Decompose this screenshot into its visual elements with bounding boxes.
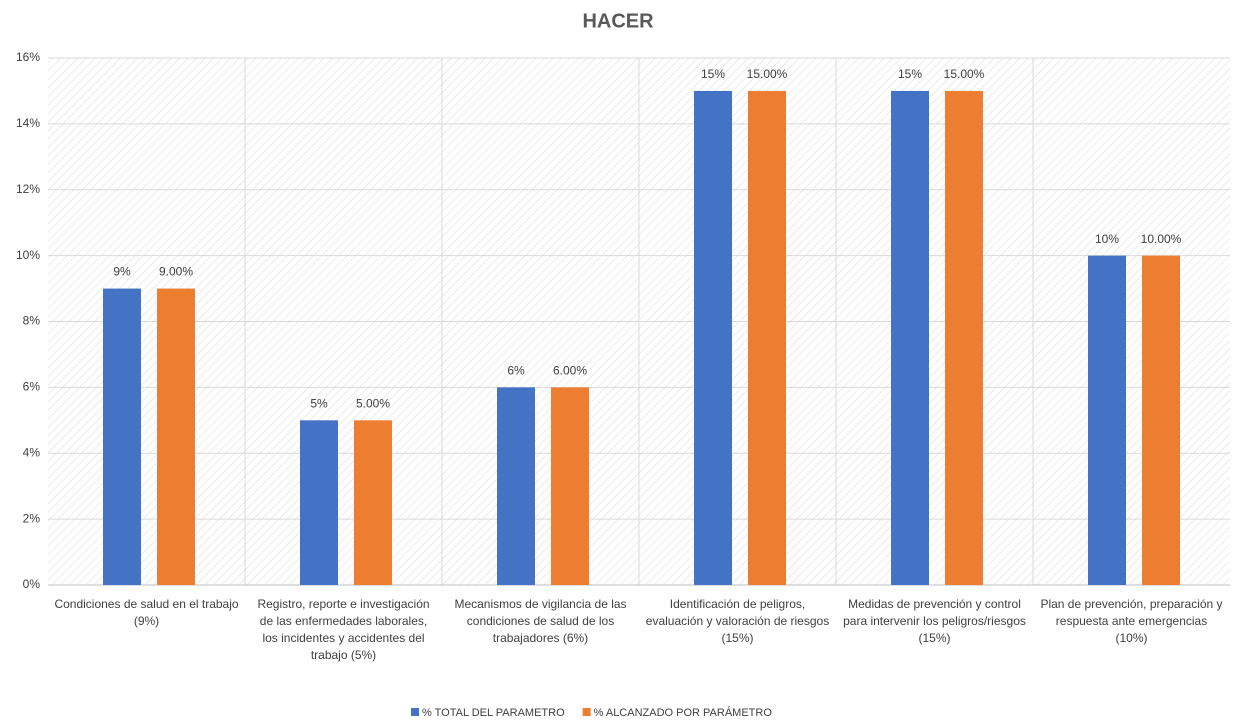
data-label: 10% (1095, 232, 1119, 246)
bar (945, 90, 983, 585)
bar (748, 90, 786, 585)
legend-label: % TOTAL DEL PARAMETRO (422, 707, 565, 719)
chart-title: HACER (582, 10, 654, 32)
data-label: 15% (898, 67, 922, 81)
y-tick-label: 8% (23, 314, 41, 328)
data-label: 6% (507, 364, 525, 378)
y-tick-label: 14% (16, 116, 40, 130)
x-tick-label: Plan de prevención, preparación y respue… (1040, 597, 1223, 645)
data-label: 15% (701, 67, 725, 81)
bar (354, 420, 392, 585)
y-tick-label: 12% (16, 182, 40, 196)
x-tick-label: Mecanismos de vigilancia de las condicio… (454, 597, 627, 645)
x-tick-label: Condiciones de salud en el trabajo (9%) (54, 597, 239, 628)
x-tick-label: Identificación de peligros, evaluación y… (645, 597, 830, 645)
x-tick-label: Medidas de prevención y control para int… (843, 597, 1026, 645)
legend-swatch (582, 708, 591, 716)
bar (551, 387, 589, 585)
data-label: 5% (310, 396, 328, 410)
data-label: 9% (113, 265, 131, 279)
data-label: 9.00% (159, 265, 193, 279)
data-label: 10.00% (1141, 232, 1182, 246)
y-tick-label: 10% (16, 248, 40, 262)
y-tick-label: 0% (23, 577, 41, 591)
bar (103, 288, 141, 585)
bar (300, 420, 338, 585)
data-label: 15.00% (747, 67, 788, 81)
legend-swatch (411, 708, 419, 716)
y-tick-label: 2% (23, 511, 41, 525)
data-label: 5.00% (356, 396, 390, 410)
data-label: 6.00% (553, 364, 587, 378)
bar (891, 90, 929, 585)
y-tick-label: 6% (23, 380, 41, 394)
bar (1088, 255, 1126, 585)
legend-label: % ALCANZADO POR PARÁMETRO (594, 706, 773, 719)
y-tick-label: 4% (23, 445, 41, 459)
bar (694, 90, 732, 585)
y-tick-label: 16% (16, 50, 40, 64)
x-tick-label: Registro, reporte e investigación de las… (257, 597, 430, 662)
data-label: 15.00% (944, 67, 985, 81)
bar (1142, 255, 1180, 585)
bar (157, 288, 195, 585)
bar (497, 387, 535, 585)
